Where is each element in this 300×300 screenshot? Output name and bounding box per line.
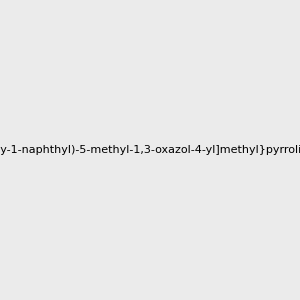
Text: N-(1-{[2-(4-methoxy-1-naphthyl)-5-methyl-1,3-oxazol-4-yl]methyl}pyrrolidin-3-yl): N-(1-{[2-(4-methoxy-1-naphthyl)-5-methyl… [0, 145, 300, 155]
